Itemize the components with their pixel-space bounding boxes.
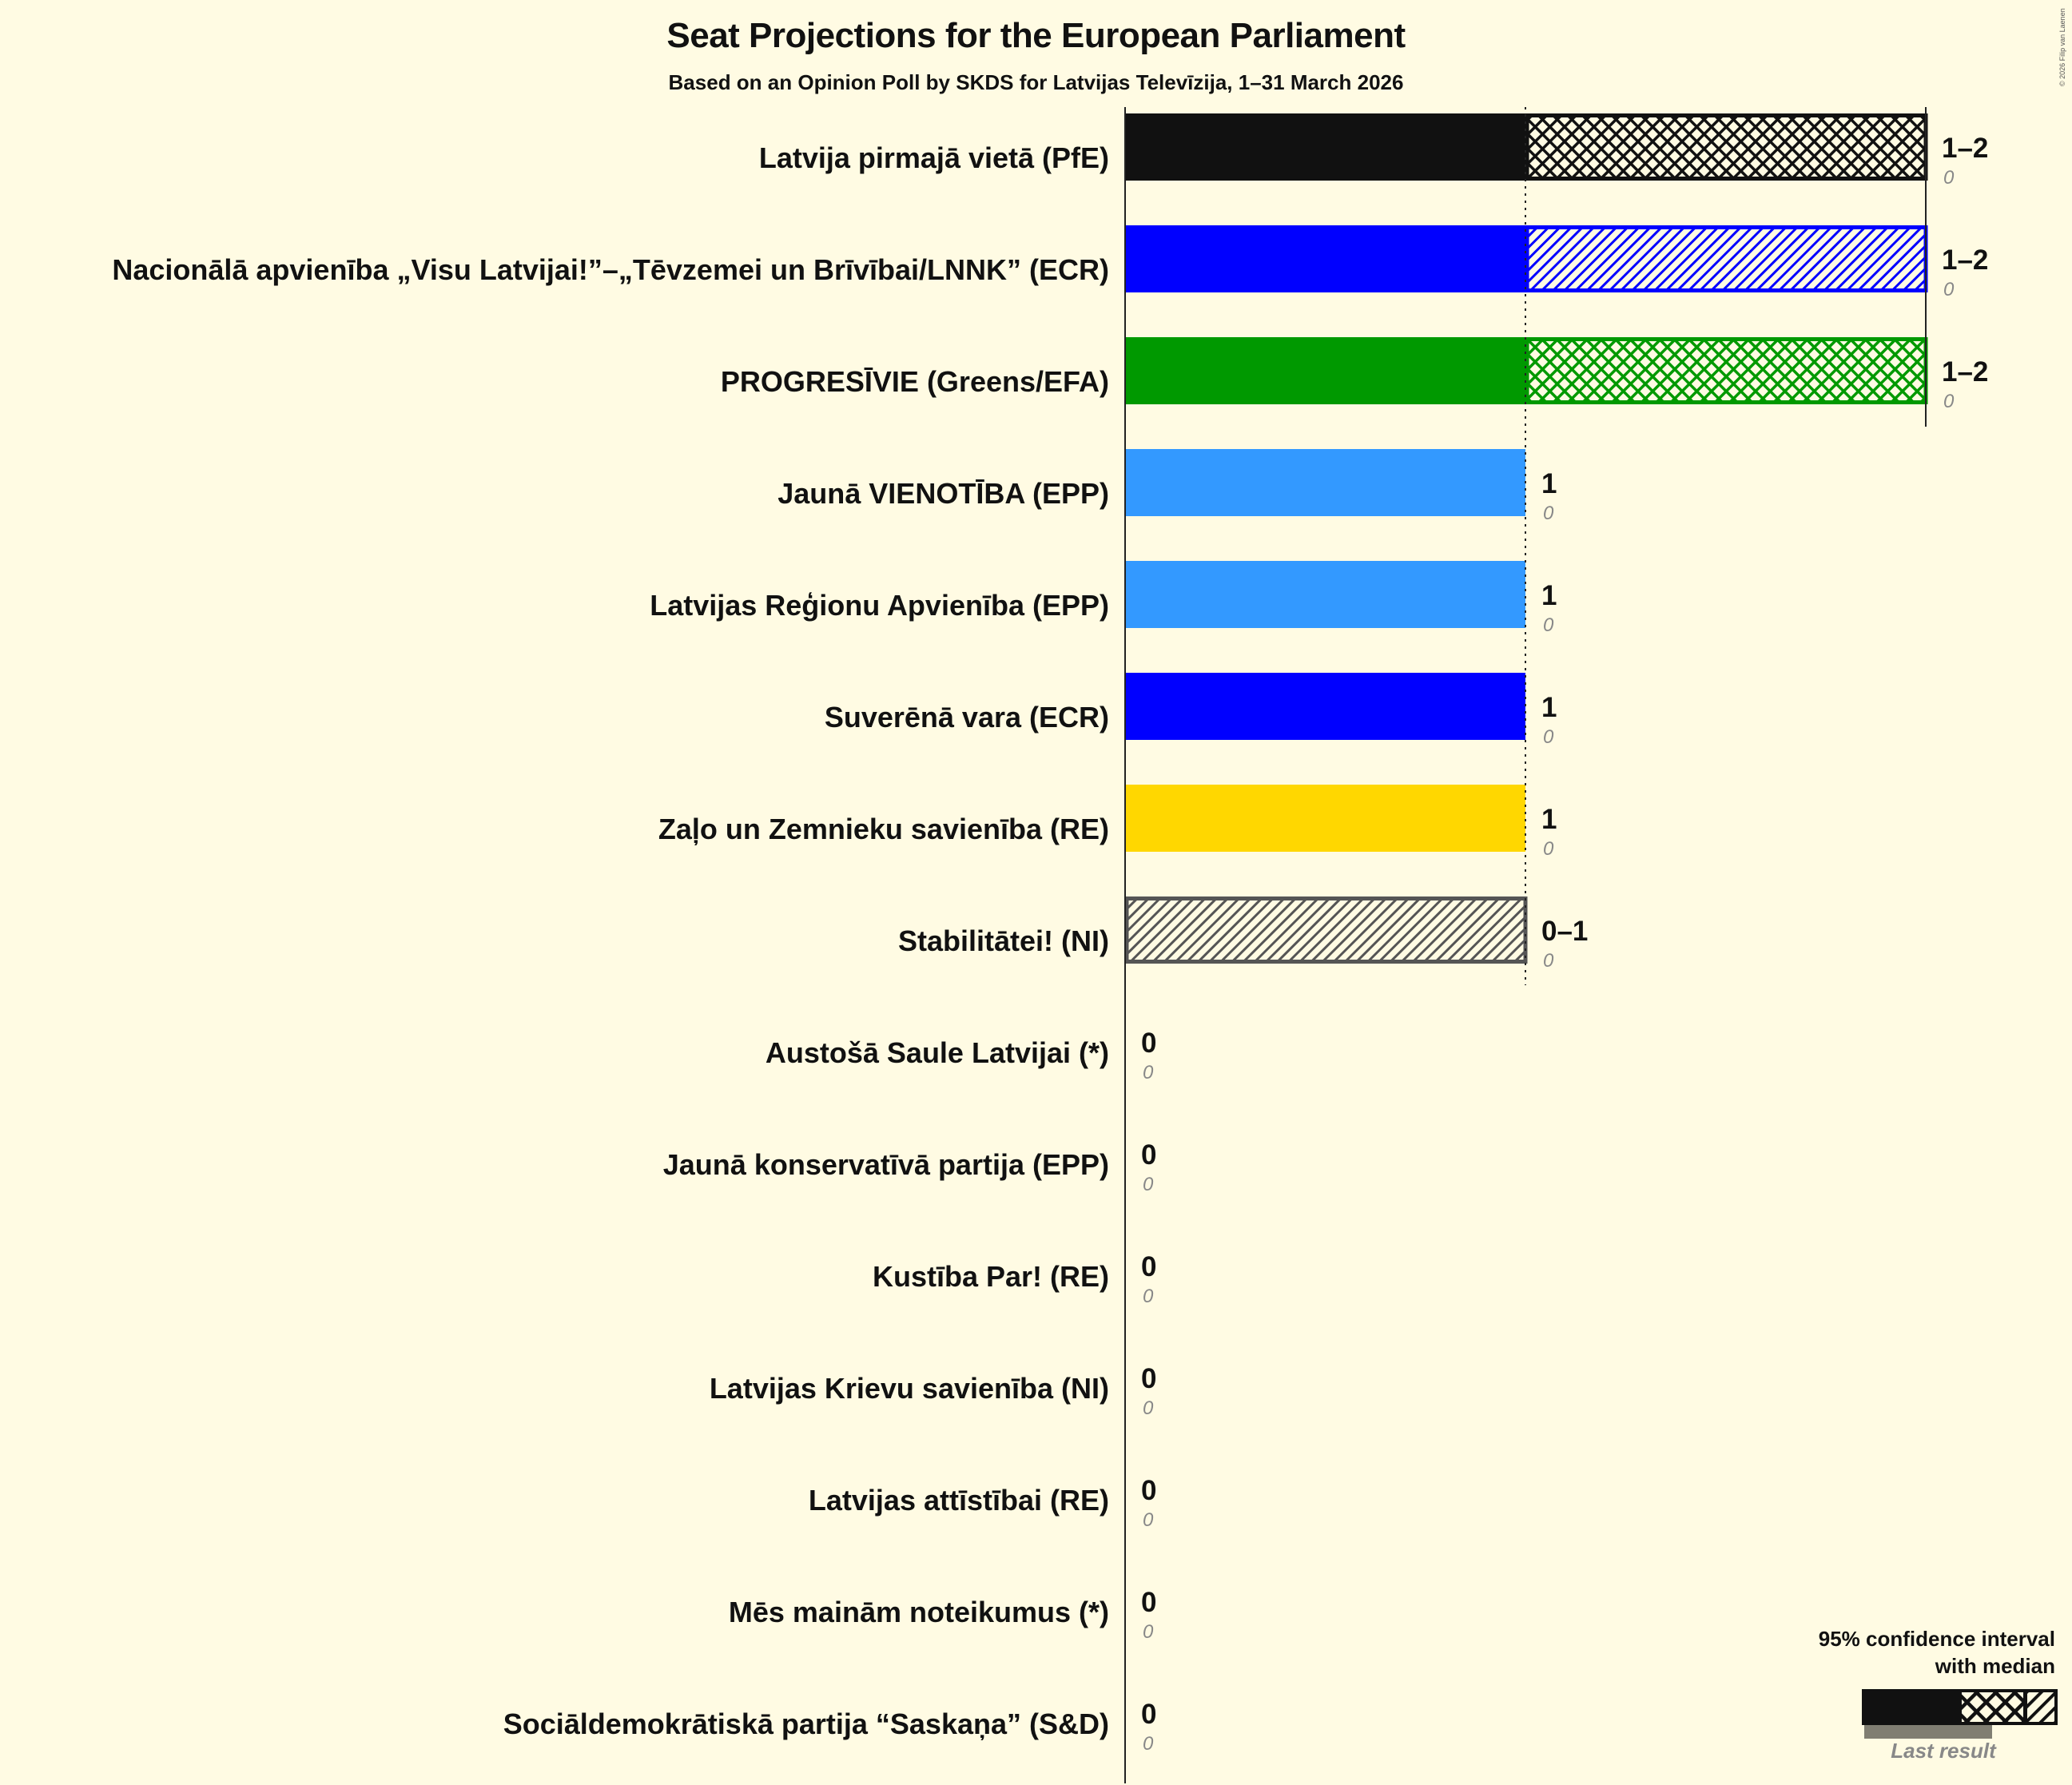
party-label: Kustība Par! (RE) — [873, 1260, 1109, 1293]
party-label: Stabilitātei! (NI) — [898, 924, 1109, 957]
median-bar — [1125, 113, 1525, 181]
seat-range-label: 0 — [1141, 1699, 1156, 1730]
last-result-label: 0 — [1543, 614, 1554, 636]
last-result-label: 0 — [1143, 1621, 1154, 1643]
last-result-label: 0 — [1943, 391, 1955, 412]
chart-row: Nacionālā apvienība „Visu Latvijai!”–„Tē… — [112, 225, 1988, 300]
party-label: Latvijas attīstībai (RE) — [809, 1484, 1109, 1517]
chart-row: Latvijas Reģionu Apvienība (EPP) 1 0 — [650, 561, 1557, 636]
median-bar — [1125, 337, 1525, 404]
chart-row: Latvijas attīstībai (RE) 0 0 — [809, 1475, 1157, 1531]
chart-subtitle: Based on an Opinion Poll by SKDS for Lat… — [668, 70, 1404, 94]
seat-range-label: 0 — [1141, 1251, 1156, 1282]
legend-last-result-label: Last result — [1891, 1739, 1996, 1763]
legend-last-result-bar — [1864, 1725, 1992, 1739]
party-label: Jaunā VIENOTĪBA (EPP) — [777, 477, 1109, 510]
last-result-label: 0 — [1143, 1174, 1154, 1195]
legend-ci-crosshatch-swatch — [1959, 1689, 2026, 1725]
median-bar — [1125, 449, 1525, 516]
party-label: Latvijas Reģionu Apvienība (EPP) — [650, 589, 1109, 622]
seat-range-label: 1–2 — [1942, 356, 1988, 388]
party-label: Zaļo un Zemnieku savienība (RE) — [658, 813, 1109, 845]
seat-range-label: 1 — [1541, 580, 1557, 611]
chart-row: Zaļo un Zemnieku savienība (RE) 1 0 — [658, 785, 1557, 860]
legend-graphic — [1862, 1689, 2058, 1739]
chart-rows: Latvija pirmajā vietā (PfE) 1–2 0 Nacionālā… — [112, 113, 1988, 1755]
confidence-interval-bar — [1124, 896, 1528, 964]
last-result-label: 0 — [1943, 167, 1955, 189]
seat-range-label: 1 — [1541, 692, 1557, 723]
seat-range-label: 0 — [1141, 1363, 1156, 1394]
party-label: Latvijas Krievu savienība (NI) — [710, 1372, 1109, 1405]
legend-title-line2: with median — [1935, 1654, 2055, 1678]
party-label: Nacionālā apvienība „Visu Latvijai!”–„Tē… — [112, 253, 1109, 286]
legend-title: 95% confidence interval with median — [1819, 1625, 2055, 1680]
last-result-label: 0 — [1143, 1733, 1154, 1755]
chart-row: Jaunā VIENOTĪBA (EPP) 1 0 — [777, 449, 1557, 524]
legend-ci-hatch-swatch — [2024, 1689, 2058, 1725]
chart-row: Stabilitātei! (NI) 0–1 0 — [898, 896, 1588, 972]
chart-title: Seat Projections for the European Parlia… — [666, 16, 1406, 55]
chart-row: Suverēnā vara (ECR) 1 0 — [825, 673, 1557, 748]
seat-range-label: 0 — [1141, 1028, 1156, 1059]
median-bar — [1125, 673, 1525, 740]
seat-range-label: 1 — [1541, 804, 1557, 835]
last-result-label: 0 — [1543, 726, 1554, 748]
confidence-interval-bar — [1525, 337, 1928, 404]
last-result-label: 0 — [1143, 1509, 1154, 1531]
last-result-label: 0 — [1143, 1397, 1154, 1419]
chart-row: Kustība Par! (RE) 0 0 — [873, 1251, 1157, 1307]
last-result-label: 0 — [1143, 1286, 1154, 1307]
seat-range-label: 1–2 — [1942, 244, 1988, 276]
confidence-interval-bar — [1525, 113, 1928, 181]
seat-range-label: 0 — [1141, 1587, 1156, 1618]
seat-range-label: 0–1 — [1541, 916, 1588, 947]
chart-row: Jaunā konservatīvā partija (EPP) 0 0 — [663, 1139, 1157, 1195]
chart-row: Austošā Saule Latvijai (*) 0 0 — [766, 1028, 1157, 1083]
last-result-label: 0 — [1543, 950, 1554, 972]
chart-row: Latvijas Krievu savienība (NI) 0 0 — [710, 1363, 1157, 1419]
last-result-label: 0 — [1143, 1062, 1154, 1083]
last-result-label: 0 — [1943, 279, 1955, 300]
party-label: Jaunā konservatīvā partija (EPP) — [663, 1148, 1109, 1181]
legend-title-line1: 95% confidence interval — [1818, 1627, 2055, 1651]
seat-range-label: 0 — [1141, 1475, 1156, 1506]
seat-range-label: 1 — [1541, 468, 1557, 499]
last-result-label: 0 — [1543, 503, 1554, 524]
median-bar — [1125, 785, 1525, 852]
party-label: Sociāldemokrātiskā partija “Saskaņa” (S&… — [503, 1707, 1109, 1740]
chart-row: PROGRESĪVIE (Greens/EFA) 1–2 0 — [721, 337, 1988, 412]
median-bar — [1125, 225, 1525, 292]
party-label: Austošā Saule Latvijai (*) — [766, 1036, 1109, 1069]
party-label: Suverēnā vara (ECR) — [825, 701, 1109, 733]
confidence-interval-bar — [1525, 225, 1928, 292]
legend-median-swatch — [1862, 1689, 1960, 1725]
last-result-label: 0 — [1543, 838, 1554, 860]
chart-row: Latvija pirmajā vietā (PfE) 1–2 0 — [759, 113, 1988, 189]
median-bar — [1125, 561, 1525, 628]
seat-range-label: 0 — [1141, 1139, 1156, 1171]
party-label: PROGRESĪVIE (Greens/EFA) — [721, 365, 1109, 398]
chart-axes — [1124, 107, 1927, 1783]
chart-row: Sociāldemokrātiskā partija “Saskaņa” (S&… — [503, 1699, 1157, 1755]
chart-row: Mēs mainām noteikumus (*) 0 0 — [729, 1587, 1157, 1643]
seat-range-label: 1–2 — [1942, 133, 1988, 164]
party-label: Mēs mainām noteikumus (*) — [729, 1596, 1109, 1628]
party-label: Latvija pirmajā vietā (PfE) — [759, 141, 1109, 174]
